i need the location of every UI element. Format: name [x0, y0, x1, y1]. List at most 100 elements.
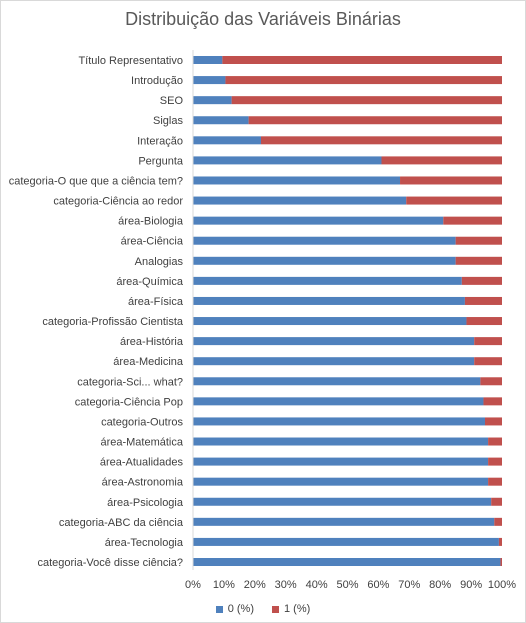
legend-item-series-0: 0 (%): [215, 603, 254, 615]
bar-series-0-17: [193, 397, 484, 406]
x-tick-label: 90%: [460, 579, 482, 591]
bar-series-1-1: [225, 76, 502, 85]
category-label: Analogias: [135, 256, 184, 268]
category-label: área-História: [120, 336, 184, 348]
bar-series-0-23: [193, 517, 495, 526]
category-label: área-Astronomia: [102, 477, 184, 489]
x-tick-label: 80%: [429, 579, 451, 591]
bar-series-0-8: [193, 216, 444, 225]
category-labels: Título Representativo Introdução SEO Siglas…: [9, 55, 184, 569]
bar-series-1-22: [491, 497, 502, 506]
category-label: categoria-Profissão Cientista: [42, 316, 184, 328]
bar-series-0-18: [193, 417, 485, 426]
bar-series-1-16: [480, 377, 502, 386]
legend-item-series-1: 1 (%): [272, 603, 310, 615]
bar-series-0-25: [193, 558, 501, 566]
bar-series-0-22: [193, 497, 492, 506]
bar-series-0-3: [193, 116, 249, 125]
bar-series-0-4: [193, 136, 261, 145]
bar-series-1-13: [466, 317, 502, 326]
bar-series-0-10: [193, 256, 456, 265]
bar-series-1-4: [260, 136, 502, 145]
legend: 0 (%) 1 (%): [0, 603, 526, 615]
category-label: categoria-Você disse ciência?: [37, 557, 183, 569]
bar-series-0-5: [193, 156, 382, 165]
category-label: área-Química: [116, 276, 184, 288]
category-label: categoria-O que que a ciência tem?: [9, 175, 183, 187]
bar-series-0-6: [193, 176, 401, 185]
bar-series-1-7: [406, 196, 502, 205]
bar-series-1-3: [248, 116, 502, 125]
bar-series-1-9: [455, 236, 502, 245]
bar-series-1-20: [488, 457, 502, 466]
category-label: área-Biologia: [118, 216, 184, 228]
x-tick-label: 40%: [306, 579, 328, 591]
bar-series-1-19: [488, 437, 502, 446]
bar-series-1-11: [461, 276, 502, 285]
legend-label-series-0: 0 (%): [227, 603, 254, 615]
legend-label-series-1: 1 (%): [284, 603, 311, 615]
bar-series-0-19: [193, 437, 489, 446]
bar-series-1-21: [488, 477, 502, 486]
bar-series-1-14: [474, 337, 502, 346]
category-label: categoria-Ciência ao redor: [53, 196, 183, 208]
category-label: área-Ciência: [121, 236, 184, 248]
category-label: área-Matemática: [100, 437, 183, 449]
x-tick-label: 30%: [275, 579, 297, 591]
bar-series-1-10: [455, 256, 502, 265]
bar-series-0-20: [193, 457, 489, 466]
bar-series-0-24: [193, 537, 499, 546]
x-tick-label: 20%: [244, 579, 266, 591]
legend-swatch-series-1: [272, 605, 279, 613]
category-label: categoria-Ciência Pop: [75, 396, 183, 408]
x-tick-label: 50%: [336, 579, 358, 591]
bar-series-1-23: [494, 517, 502, 526]
bar-series-1-0: [222, 56, 502, 64]
bar-series-0-21: [193, 477, 489, 486]
x-tick-label: 100%: [488, 579, 516, 591]
bar-series-1-25: [500, 558, 502, 566]
bar-series-0-11: [193, 276, 462, 285]
category-label: Introdução: [131, 75, 183, 87]
bar-series-1-15: [474, 357, 502, 366]
x-tick-label: 0%: [185, 579, 201, 591]
x-tick-label: 60%: [367, 579, 389, 591]
bar-series-1-6: [400, 176, 502, 185]
bar-series-0-7: [193, 196, 407, 205]
category-label: SEO: [160, 95, 184, 107]
bar-series-1-12: [464, 296, 502, 305]
bar-series-0-1: [193, 76, 226, 85]
category-label: área-Física: [128, 296, 184, 308]
bar-series-0-13: [193, 317, 467, 326]
bar-series-1-24: [498, 537, 502, 546]
category-label: área-Medicina: [113, 356, 184, 368]
bar-series-0-12: [193, 296, 465, 305]
bar-series-0-2: [193, 96, 232, 105]
bar-series-1-8: [443, 216, 502, 225]
bar-series-0-15: [193, 357, 475, 366]
x-axis: 0% 10% 20% 30% 40% 50% 60% 70% 80% 90% 100%: [185, 50, 516, 591]
category-label: Siglas: [153, 115, 183, 127]
bar-series-1-5: [381, 156, 502, 165]
bar-series-0-16: [193, 377, 481, 386]
bar-series-1-17: [483, 397, 502, 406]
legend-swatch-series-0: [215, 605, 223, 613]
bars-layer: [193, 56, 503, 566]
category-label: área-Atualidades: [100, 457, 184, 469]
category-label: categoria-Sci... what?: [77, 376, 183, 388]
category-label: categoria-ABC da ciência: [59, 517, 184, 529]
bar-series-1-18: [485, 417, 502, 426]
bar-series-1-2: [231, 96, 503, 105]
category-label: Pergunta: [138, 155, 184, 167]
bar-series-0-0: [193, 56, 223, 64]
category-label: área-Psicologia: [107, 497, 184, 509]
category-label: área-Tecnologia: [105, 537, 184, 549]
x-tick-label: 10%: [213, 579, 235, 591]
bar-series-0-9: [193, 236, 456, 245]
x-tick-label: 70%: [398, 579, 420, 591]
category-label: Interação: [137, 135, 183, 147]
bar-series-0-14: [193, 337, 475, 346]
category-label: categoria-Outros: [101, 416, 183, 428]
category-label: Título Representativo: [78, 55, 183, 67]
